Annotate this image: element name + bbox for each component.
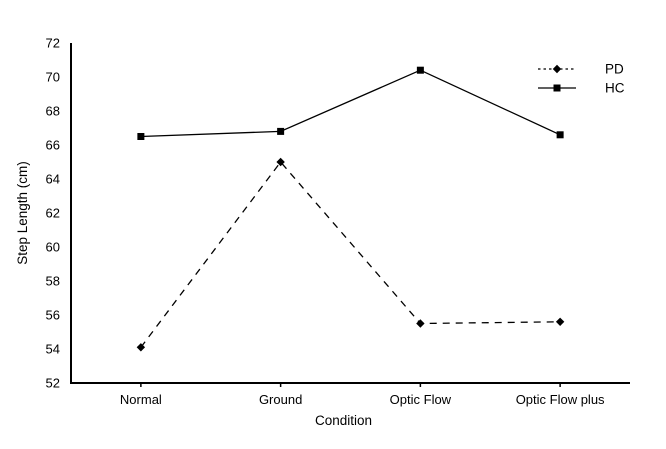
x-category-label: Optic Flow: [390, 392, 452, 407]
labels-layer: 52 54 56 58 60 62 64 66 68 70 72 Normal Ground Optic …: [15, 36, 605, 429]
data-point-HC-1: [277, 127, 285, 135]
legend: PD HC: [538, 62, 625, 96]
y-tick-label: 56: [46, 308, 60, 323]
legend-label-HC: HC: [605, 81, 625, 96]
y-tick-label: 72: [46, 36, 60, 51]
x-axis-title: Condition: [315, 413, 372, 428]
legend-label-PD: PD: [605, 62, 624, 77]
legend-item-PD: PD: [538, 62, 624, 77]
series-layer: [136, 66, 565, 352]
data-point-HC-3: [556, 131, 564, 139]
x-category-label: Ground: [259, 392, 302, 407]
series-line-HC: [140, 69, 561, 138]
x-category-label: Optic Flow plus: [516, 392, 605, 407]
y-tick-label: 60: [46, 240, 60, 255]
data-point-PD-1: [276, 157, 285, 167]
y-tick-label: 54: [46, 342, 60, 357]
data-point-PD-2: [416, 319, 425, 328]
data-point-PD-3: [555, 317, 565, 326]
legend-item-HC: HC: [538, 81, 625, 96]
y-tick-label: 70: [46, 70, 60, 85]
y-tick-label: 62: [46, 206, 60, 221]
axes-layer: [70, 43, 630, 387]
legend-marker-PD: [552, 64, 562, 74]
data-point-HC-2: [416, 66, 424, 74]
y-tick-label: 68: [46, 104, 60, 119]
x-category-label: Normal: [120, 392, 162, 407]
data-point-HC-0: [137, 133, 145, 140]
y-tick-label: 66: [46, 138, 60, 153]
data-point-PD-0: [136, 343, 146, 352]
y-tick-label: 64: [46, 172, 60, 187]
y-axis-title: Step Length (cm): [15, 161, 30, 265]
legend-marker-HC: [553, 84, 561, 92]
y-tick-label: 58: [46, 274, 60, 289]
series-line-PD: [140, 160, 561, 348]
y-tick-label: 52: [46, 376, 60, 391]
